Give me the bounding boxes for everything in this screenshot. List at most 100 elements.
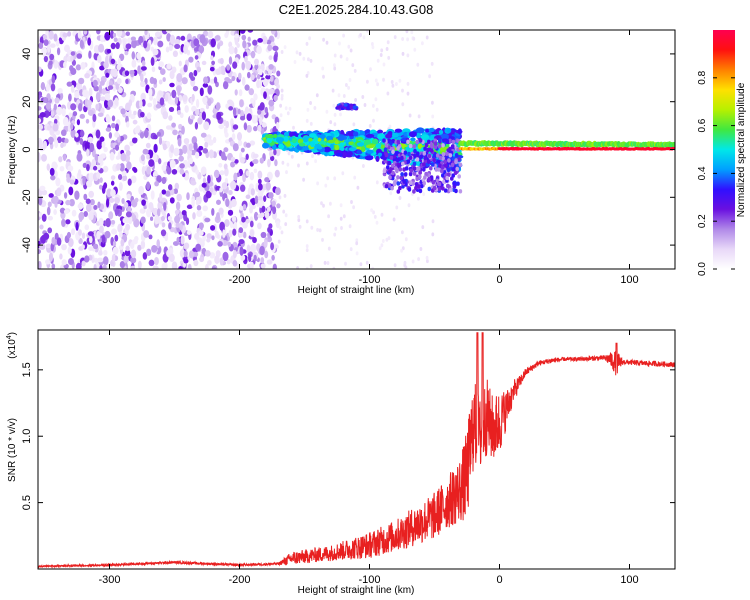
heatmap-cell xyxy=(406,53,410,58)
heatmap-cell xyxy=(160,215,165,222)
heatmap-cell xyxy=(167,184,173,191)
heatmap-cell xyxy=(417,143,423,150)
heatmap-cell xyxy=(183,64,188,73)
heatmap-cell xyxy=(97,54,102,64)
heatmap-cell xyxy=(316,227,319,232)
heatmap-cell xyxy=(67,237,74,248)
heatmap-cell xyxy=(131,238,138,245)
heatmap-cell xyxy=(425,128,430,133)
heatmap-cell xyxy=(51,263,56,269)
heatmap-cell xyxy=(200,132,207,138)
heatmap-cell xyxy=(454,188,458,194)
y-tick-label: -20 xyxy=(21,189,33,205)
heatmap-cell xyxy=(86,163,90,172)
heatmap-cell xyxy=(99,225,104,234)
heatmap-cell xyxy=(88,211,94,221)
heatmap-cell xyxy=(174,96,179,105)
heatmap-cell xyxy=(160,229,167,237)
heatmap-cell xyxy=(120,239,125,247)
heatmap-cell xyxy=(384,143,389,148)
heatmap-cell xyxy=(94,153,99,163)
heatmap-cell xyxy=(260,257,265,264)
heatmap-cell xyxy=(84,141,90,151)
heatmap-cell xyxy=(62,61,67,69)
heatmap-cell xyxy=(77,30,82,39)
heatmap-cell xyxy=(111,122,116,129)
heatmap-cell xyxy=(406,91,410,96)
heatmap-cell xyxy=(245,194,251,200)
heatmap-cell xyxy=(257,124,262,132)
heatmap-cell xyxy=(196,204,202,211)
heatmap-cell xyxy=(114,97,119,106)
heatmap-cell xyxy=(224,219,230,228)
x-tick-label: -200 xyxy=(228,574,250,586)
heatmap-cell xyxy=(339,216,343,221)
heatmap-cell xyxy=(234,33,240,39)
heatmap-cell xyxy=(398,78,402,83)
heatmap-cell xyxy=(382,156,387,161)
heatmap-cell xyxy=(146,248,152,257)
heatmap-cell xyxy=(199,34,206,44)
heatmap-cell xyxy=(238,89,243,97)
heatmap-cell xyxy=(102,256,109,266)
heatmap-cell xyxy=(53,118,58,125)
heatmap-cell xyxy=(83,193,88,201)
heatmap-cell xyxy=(101,88,107,95)
heatmap-cell xyxy=(38,212,43,218)
heatmap-cell xyxy=(149,95,154,101)
heatmap-cell xyxy=(278,143,285,150)
colorbar-tick-label: 0.2 xyxy=(697,214,708,228)
heatmap-cell xyxy=(169,70,175,80)
heatmap-cell xyxy=(105,217,111,228)
heatmap-cell xyxy=(389,155,394,160)
heatmap-cell xyxy=(225,198,230,208)
heatmap-cell xyxy=(243,122,248,131)
heatmap-cell xyxy=(99,136,105,143)
colorbar-ticks: 0.0 0.2 0.4 0.6 0.8 xyxy=(697,70,735,276)
heatmap-cell xyxy=(396,175,400,180)
heatmap-cell xyxy=(313,106,317,110)
heatmap-cell xyxy=(125,245,130,252)
heatmap-cell xyxy=(122,217,127,224)
heatmap-cell xyxy=(380,48,384,53)
heatmap-cell xyxy=(386,165,390,170)
heatmap-cell xyxy=(407,151,411,157)
heatmap-cell xyxy=(166,33,171,42)
heatmap-cell xyxy=(352,122,356,127)
heatmap-cell xyxy=(305,219,309,224)
heatmap-cell xyxy=(228,56,233,65)
heatmap-cell xyxy=(398,167,403,172)
heatmap-cell xyxy=(139,111,145,118)
heatmap-cell xyxy=(158,61,164,68)
heatmap-cell xyxy=(286,162,290,167)
heatmap-cell xyxy=(103,61,109,69)
heatmap-cell xyxy=(195,243,202,252)
heatmap-cell xyxy=(50,110,55,117)
heatmap-cell xyxy=(109,151,115,161)
heatmap-cell xyxy=(207,85,213,95)
heatmap-cell xyxy=(103,146,108,153)
heatmap-cell xyxy=(353,68,357,73)
heatmap-cell xyxy=(389,191,393,196)
heatmap-cell xyxy=(371,45,375,50)
heatmap-cell xyxy=(168,222,172,230)
heatmap-cell xyxy=(422,162,426,167)
heatmap-cell xyxy=(327,214,330,219)
heatmap-cell xyxy=(292,125,295,130)
heatmap-cell xyxy=(253,254,257,262)
heatmap-cell xyxy=(173,188,179,195)
heatmap-cell xyxy=(193,259,199,267)
heatmap-cell xyxy=(57,87,63,94)
heatmap-cell xyxy=(110,58,116,65)
heatmap-cell xyxy=(401,51,405,56)
heatmap-cell xyxy=(203,136,210,143)
heatmap-cell xyxy=(219,170,225,176)
heatmap-cell xyxy=(192,212,196,220)
heatmap-cell xyxy=(231,215,237,223)
heatmap-cell xyxy=(131,51,136,60)
heatmap-cell xyxy=(228,45,235,55)
heatmap-cell xyxy=(441,143,445,148)
heatmap-cell xyxy=(232,260,238,267)
heatmap-cell xyxy=(180,235,185,245)
snr-scale-exponent: 4 xyxy=(6,335,13,339)
